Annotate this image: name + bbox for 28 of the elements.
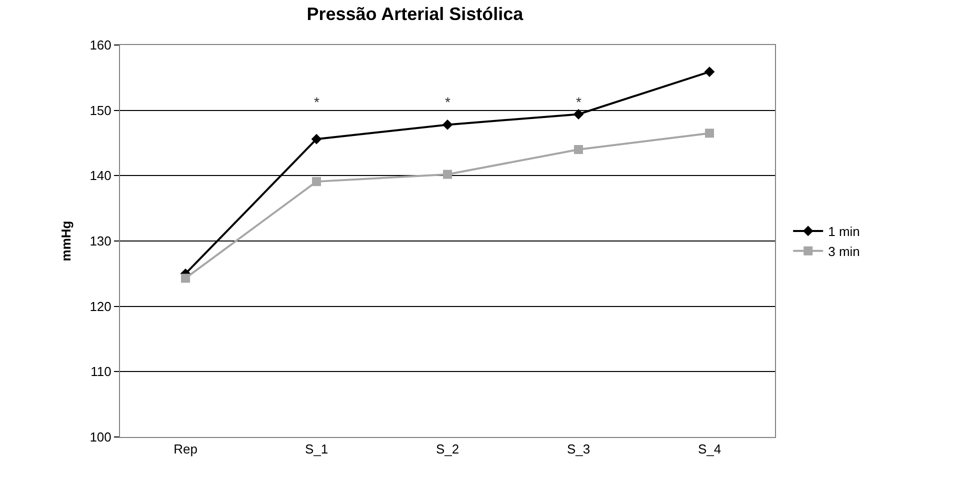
y-tick-label: 120 [90,298,112,314]
x-tick-label: Rep [174,442,198,457]
legend-label: 3 min [828,244,860,259]
point [311,134,322,144]
point [442,120,453,130]
y-tick-label: 160 [90,38,112,53]
annotation: * [445,94,451,110]
y-tick-label: 130 [90,234,112,249]
x-tick-label: S_3 [566,442,590,457]
annotation: * [314,94,320,110]
legend-label: 1 min [828,224,860,240]
x-tick-label: S_1 [304,442,328,457]
x-tick-label: S_4 [698,442,722,457]
point [443,170,452,179]
y-axis-title: mmHg [58,220,74,262]
chart-title: Pressão Arterial Sistólica [306,4,524,24]
y-tick-label: 110 [90,364,112,380]
x-tick-label: S_2 [436,442,460,457]
y-tick-label: 140 [90,168,112,184]
point [312,177,321,186]
y-tick-label: 150 [90,102,112,118]
point [574,145,583,154]
point [705,128,714,138]
annotation: * [576,94,582,110]
point [181,274,190,283]
y-tick-label: 100 [90,430,112,445]
point [704,66,715,77]
point [573,109,584,120]
